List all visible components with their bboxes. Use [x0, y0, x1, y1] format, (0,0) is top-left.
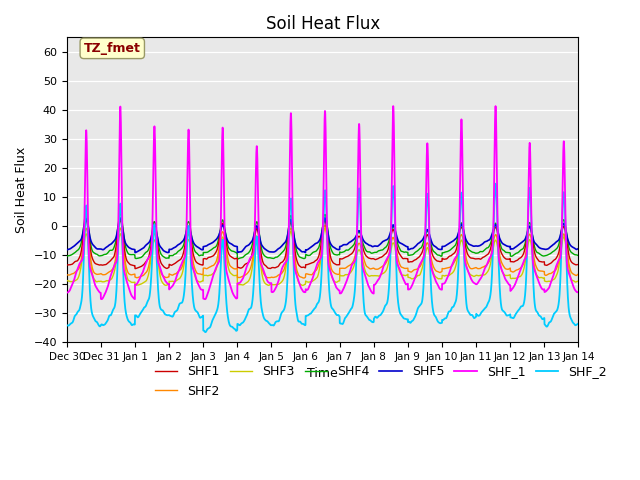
SHF3 [565, 264, 573, 270]
SHF5 [131, 250, 139, 255]
SHF_1 [282, 260, 289, 265]
SHF_1 [63, 289, 70, 295]
SHF5 [63, 247, 70, 252]
X-axis label: Time: Time [307, 367, 338, 380]
SHF4 [575, 252, 582, 258]
Y-axis label: Soil Heat Flux: Soil Heat Flux [15, 146, 28, 233]
SHF2 [122, 258, 129, 264]
SHF1 [83, 217, 90, 223]
SHF4 [282, 244, 289, 250]
SHF_2 [575, 321, 582, 326]
SHF4 [63, 253, 70, 259]
SHF_1 [565, 270, 573, 276]
SHF3 [321, 225, 329, 231]
SHF4 [259, 252, 267, 257]
Line: SHF4: SHF4 [67, 213, 579, 259]
SHF_1 [259, 266, 267, 272]
SHF5 [122, 239, 129, 245]
SHF5 [575, 246, 582, 252]
SHF2 [321, 222, 329, 228]
SHF_2 [510, 315, 518, 321]
SHF1 [575, 262, 582, 267]
SHF5 [259, 244, 267, 250]
SHF_2 [152, 232, 159, 238]
Line: SHF_2: SHF_2 [67, 184, 579, 332]
SHF_2 [63, 322, 70, 328]
SHF1 [122, 252, 129, 257]
SHF_2 [565, 306, 573, 312]
SHF_1 [201, 296, 209, 302]
Line: SHF_1: SHF_1 [67, 106, 579, 299]
SHF3 [575, 278, 582, 284]
SHF_1 [575, 289, 582, 295]
SHF3 [282, 268, 289, 274]
SHF4 [510, 252, 518, 258]
SHF1 [152, 230, 160, 236]
SHF3 [63, 277, 70, 283]
SHF_2 [282, 302, 289, 308]
SHF3 [152, 240, 159, 246]
Line: SHF3: SHF3 [67, 228, 579, 285]
Line: SHF2: SHF2 [67, 225, 579, 278]
SHF2 [259, 268, 267, 274]
SHF_1 [152, 167, 159, 173]
SHF1 [510, 259, 518, 265]
SHF5 [510, 246, 518, 252]
SHF4 [234, 256, 241, 262]
SHF2 [510, 269, 518, 275]
SHF2 [152, 233, 159, 239]
SHF2 [63, 272, 70, 277]
SHF4 [152, 223, 159, 228]
SHF_2 [492, 181, 499, 187]
SHF4 [122, 243, 129, 249]
SHF2 [300, 275, 308, 281]
Title: Soil Heat Flux: Soil Heat Flux [266, 15, 380, 33]
SHF2 [565, 260, 573, 266]
SHF1 [259, 260, 267, 266]
SHF_2 [122, 304, 129, 310]
SHF1 [565, 252, 573, 257]
SHF_1 [492, 103, 499, 109]
SHF2 [282, 263, 289, 269]
SHF_1 [122, 272, 129, 278]
SHF1 [132, 266, 140, 272]
SHF3 [510, 276, 518, 281]
SHF3 [162, 282, 170, 288]
SHF5 [152, 226, 159, 231]
Legend: SHF1, SHF2, SHF3, SHF4, SHF5, SHF_1, SHF_2: SHF1, SHF2, SHF3, SHF4, SHF5, SHF_1, SHF… [150, 360, 612, 403]
SHF_1 [510, 284, 518, 290]
Line: SHF1: SHF1 [67, 220, 579, 269]
SHF4 [565, 244, 573, 250]
Text: TZ_fmet: TZ_fmet [84, 42, 141, 55]
SHF4 [116, 210, 124, 216]
SHF3 [259, 276, 267, 282]
SHF_2 [202, 329, 209, 335]
SHF5 [565, 239, 573, 245]
SHF5 [282, 239, 289, 245]
SHF2 [575, 271, 582, 277]
SHF1 [282, 253, 289, 259]
SHF1 [63, 262, 70, 268]
SHF3 [122, 264, 129, 270]
SHF5 [321, 215, 329, 221]
SHF_2 [259, 313, 267, 319]
Line: SHF5: SHF5 [67, 218, 579, 252]
